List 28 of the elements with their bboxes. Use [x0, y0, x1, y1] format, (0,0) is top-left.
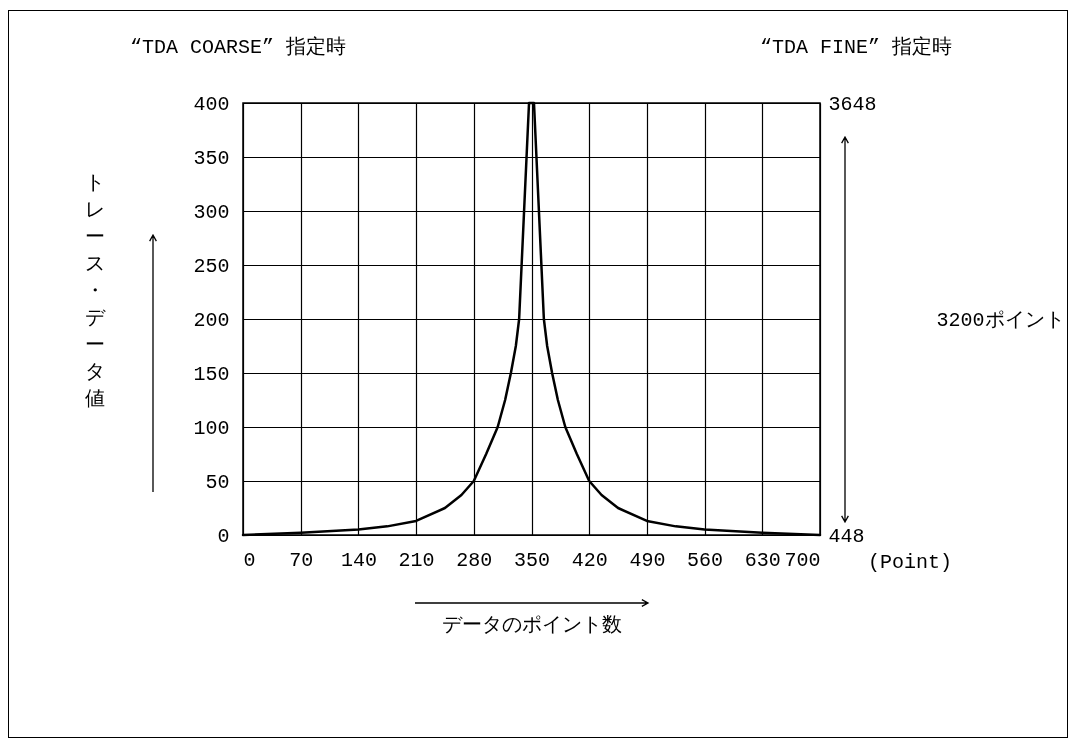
- x-tick-label: 420: [571, 548, 608, 572]
- text: (Point): [868, 551, 953, 574]
- y-tick-label: 300: [193, 200, 230, 224]
- y-tick-label: 350: [193, 146, 230, 170]
- x-tick-label: 70: [289, 548, 314, 572]
- x-tick-label: 490: [629, 548, 666, 572]
- text: “TDA COARSE” 指定時: [130, 35, 347, 60]
- y2-axis-title: 3200ポイント: [936, 308, 1065, 332]
- x-axis-title: データのポイント数: [442, 613, 622, 637]
- x-tick-label: 280: [456, 548, 493, 572]
- x-tick-label: 630: [744, 548, 781, 572]
- text: “TDA FINE” 指定時: [760, 35, 953, 60]
- y2-tick-label: 3648: [828, 92, 877, 116]
- y-tick-label: 400: [193, 92, 230, 116]
- y-tick-label: 250: [193, 254, 230, 278]
- x-tick-label: 350: [513, 548, 551, 572]
- y-tick-label: 150: [193, 362, 230, 386]
- y-tick-label: 50: [205, 470, 230, 494]
- text: トレース・データ値: [85, 172, 105, 411]
- x-tick-label: 0: [243, 548, 256, 572]
- x-tick-label: 140: [340, 548, 377, 572]
- y-tick-label: 200: [193, 308, 230, 332]
- y-tick-label: 0: [217, 524, 230, 548]
- x-tick-label: 560: [687, 548, 724, 572]
- x-tick-label: 210: [398, 548, 435, 572]
- y2-tick-label: 448: [828, 524, 865, 548]
- y-tick-label: 100: [193, 416, 230, 440]
- x-tick-label: 700: [784, 548, 821, 572]
